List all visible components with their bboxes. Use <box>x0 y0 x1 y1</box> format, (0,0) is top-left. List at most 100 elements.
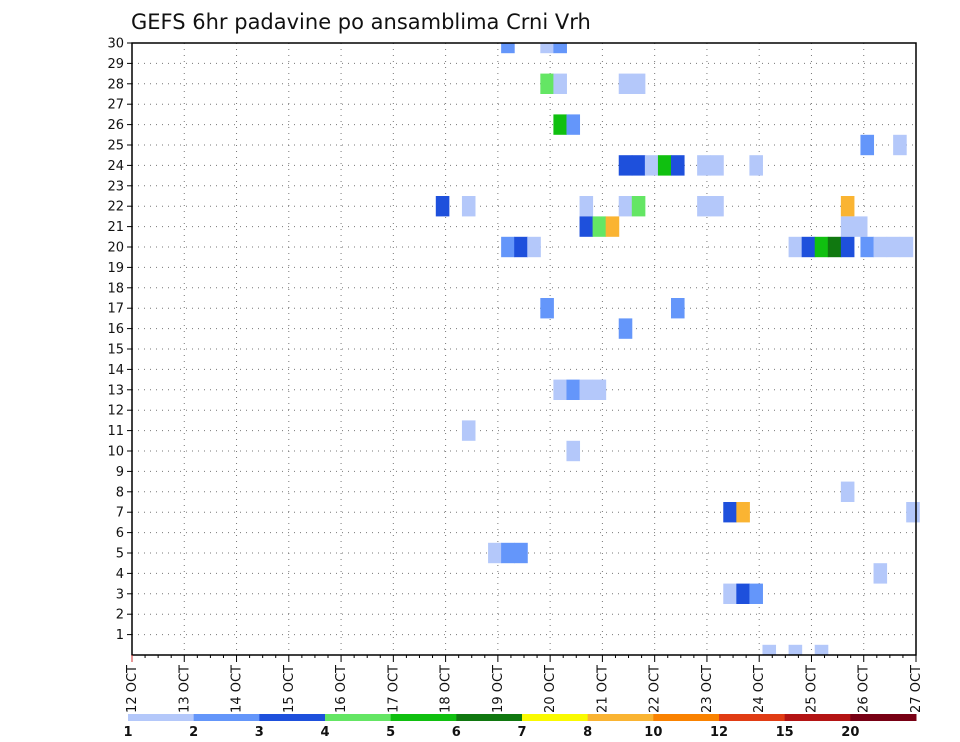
colorbar-swatch <box>522 714 589 721</box>
precip-cell <box>579 379 594 400</box>
x-tick-label: 24 OCT <box>752 665 767 713</box>
precip-cell <box>801 236 816 258</box>
precip-cell <box>618 318 633 339</box>
precip-cell <box>631 73 646 94</box>
x-tick-label: 23 OCT <box>700 665 715 713</box>
precip-cell <box>906 502 920 523</box>
colorbar: 1 2 3 4 5 6 7 8 10 12 15 20 <box>123 714 917 740</box>
colorbar-label: 1 <box>123 725 132 740</box>
colorbar-swatch <box>193 714 260 721</box>
y-tick-label: 10 <box>107 445 124 460</box>
precip-cell <box>540 73 554 94</box>
y-axis: 1234567891011121314151617181920212223242… <box>107 37 132 643</box>
precip-cell <box>461 420 476 441</box>
precip-cell <box>736 502 750 523</box>
colorbar-label: 12 <box>710 725 728 740</box>
precip-cell <box>644 155 659 176</box>
y-tick-label: 4 <box>116 567 124 582</box>
precip-cell <box>840 236 855 258</box>
y-tick-label: 7 <box>116 506 124 521</box>
precip-cell <box>527 236 541 258</box>
y-tick-label: 6 <box>116 526 124 541</box>
x-tick-label: 18 OCT <box>439 665 454 713</box>
x-tick-label: 12 OCT <box>125 665 140 713</box>
precip-cell <box>723 502 737 523</box>
precip-cell <box>435 196 450 217</box>
precip-cell <box>631 155 646 176</box>
colorbar-swatch <box>128 714 195 721</box>
precip-cell <box>697 196 711 217</box>
y-tick-label: 11 <box>107 424 124 439</box>
precip-cell <box>697 155 711 176</box>
precip-cell <box>814 644 829 655</box>
y-tick-label: 16 <box>107 322 124 337</box>
x-tick-label: 27 OCT <box>909 665 924 713</box>
precip-cell <box>736 583 750 604</box>
precip-cell <box>461 196 476 217</box>
precip-cell <box>749 155 763 176</box>
colorbar-swatch <box>259 714 326 721</box>
precip-cell <box>710 155 724 176</box>
precip-cell <box>886 236 901 258</box>
x-tick-label: 14 OCT <box>230 665 245 713</box>
x-axis: 12 OCT 13 OCT 14 OCT 15 OCT 16 OCT 17 OCT 18 O… <box>125 655 924 713</box>
precip-cell <box>514 542 528 564</box>
x-tick-label: 25 OCT <box>804 665 819 713</box>
colorbar-label: 8 <box>583 725 592 740</box>
colorbar-label: 15 <box>776 725 794 740</box>
precip-cell <box>671 155 685 176</box>
precip-cell <box>566 379 581 400</box>
precip-cell <box>553 73 567 94</box>
colorbar-swatch <box>587 714 654 721</box>
precip-cell <box>501 43 515 54</box>
data-cells <box>435 43 920 655</box>
precip-cell <box>540 43 554 54</box>
precip-cell <box>710 196 724 217</box>
precip-cell <box>657 155 672 176</box>
precip-cell <box>860 236 875 258</box>
y-tick-label: 9 <box>116 465 124 480</box>
y-tick-label: 1 <box>116 628 124 643</box>
precip-cell <box>827 236 842 258</box>
y-tick-label: 20 <box>107 241 124 256</box>
y-tick-label: 22 <box>107 200 124 215</box>
x-tick-label: 22 OCT <box>648 665 663 713</box>
colorbar-swatch <box>719 714 786 721</box>
precip-cell <box>566 114 581 135</box>
precip-cell <box>899 236 914 258</box>
y-tick-label: 18 <box>107 281 124 296</box>
precip-cell <box>893 134 907 156</box>
colorbar-label: 6 <box>452 725 461 740</box>
precip-cell <box>788 236 803 258</box>
x-tick-label: 13 OCT <box>177 665 192 713</box>
colorbar-label: 4 <box>320 725 329 740</box>
precip-cell <box>762 644 777 655</box>
colorbar-label: 10 <box>644 725 662 740</box>
colorbar-swatch <box>653 714 720 721</box>
x-tick-label: 17 OCT <box>386 665 401 713</box>
y-tick-label: 15 <box>107 343 124 358</box>
precip-cell <box>631 196 646 217</box>
x-tick-label: 20 OCT <box>543 665 558 713</box>
y-tick-label: 30 <box>107 37 124 52</box>
colorbar-label: 2 <box>189 725 198 740</box>
precip-cell <box>514 236 528 258</box>
precip-cell <box>592 216 607 237</box>
precip-cell <box>840 481 855 502</box>
precip-cell <box>566 440 581 462</box>
x-tick-label: 26 OCT <box>857 665 872 713</box>
precip-cell <box>501 542 515 564</box>
precip-cell <box>553 379 567 400</box>
precip-cell <box>488 542 502 564</box>
precip-cell <box>553 114 567 135</box>
precip-cell <box>788 644 803 655</box>
y-tick-label: 24 <box>107 159 124 174</box>
precip-cell <box>579 216 594 237</box>
precip-cell <box>618 73 633 94</box>
precip-cell <box>605 216 620 237</box>
y-tick-label: 25 <box>107 139 124 154</box>
y-tick-label: 8 <box>116 485 124 500</box>
y-tick-label: 5 <box>116 547 124 562</box>
x-tick-label: 19 OCT <box>491 665 506 713</box>
chart-title: GEFS 6hr padavine po ansamblima Crni Vrh <box>131 10 591 34</box>
